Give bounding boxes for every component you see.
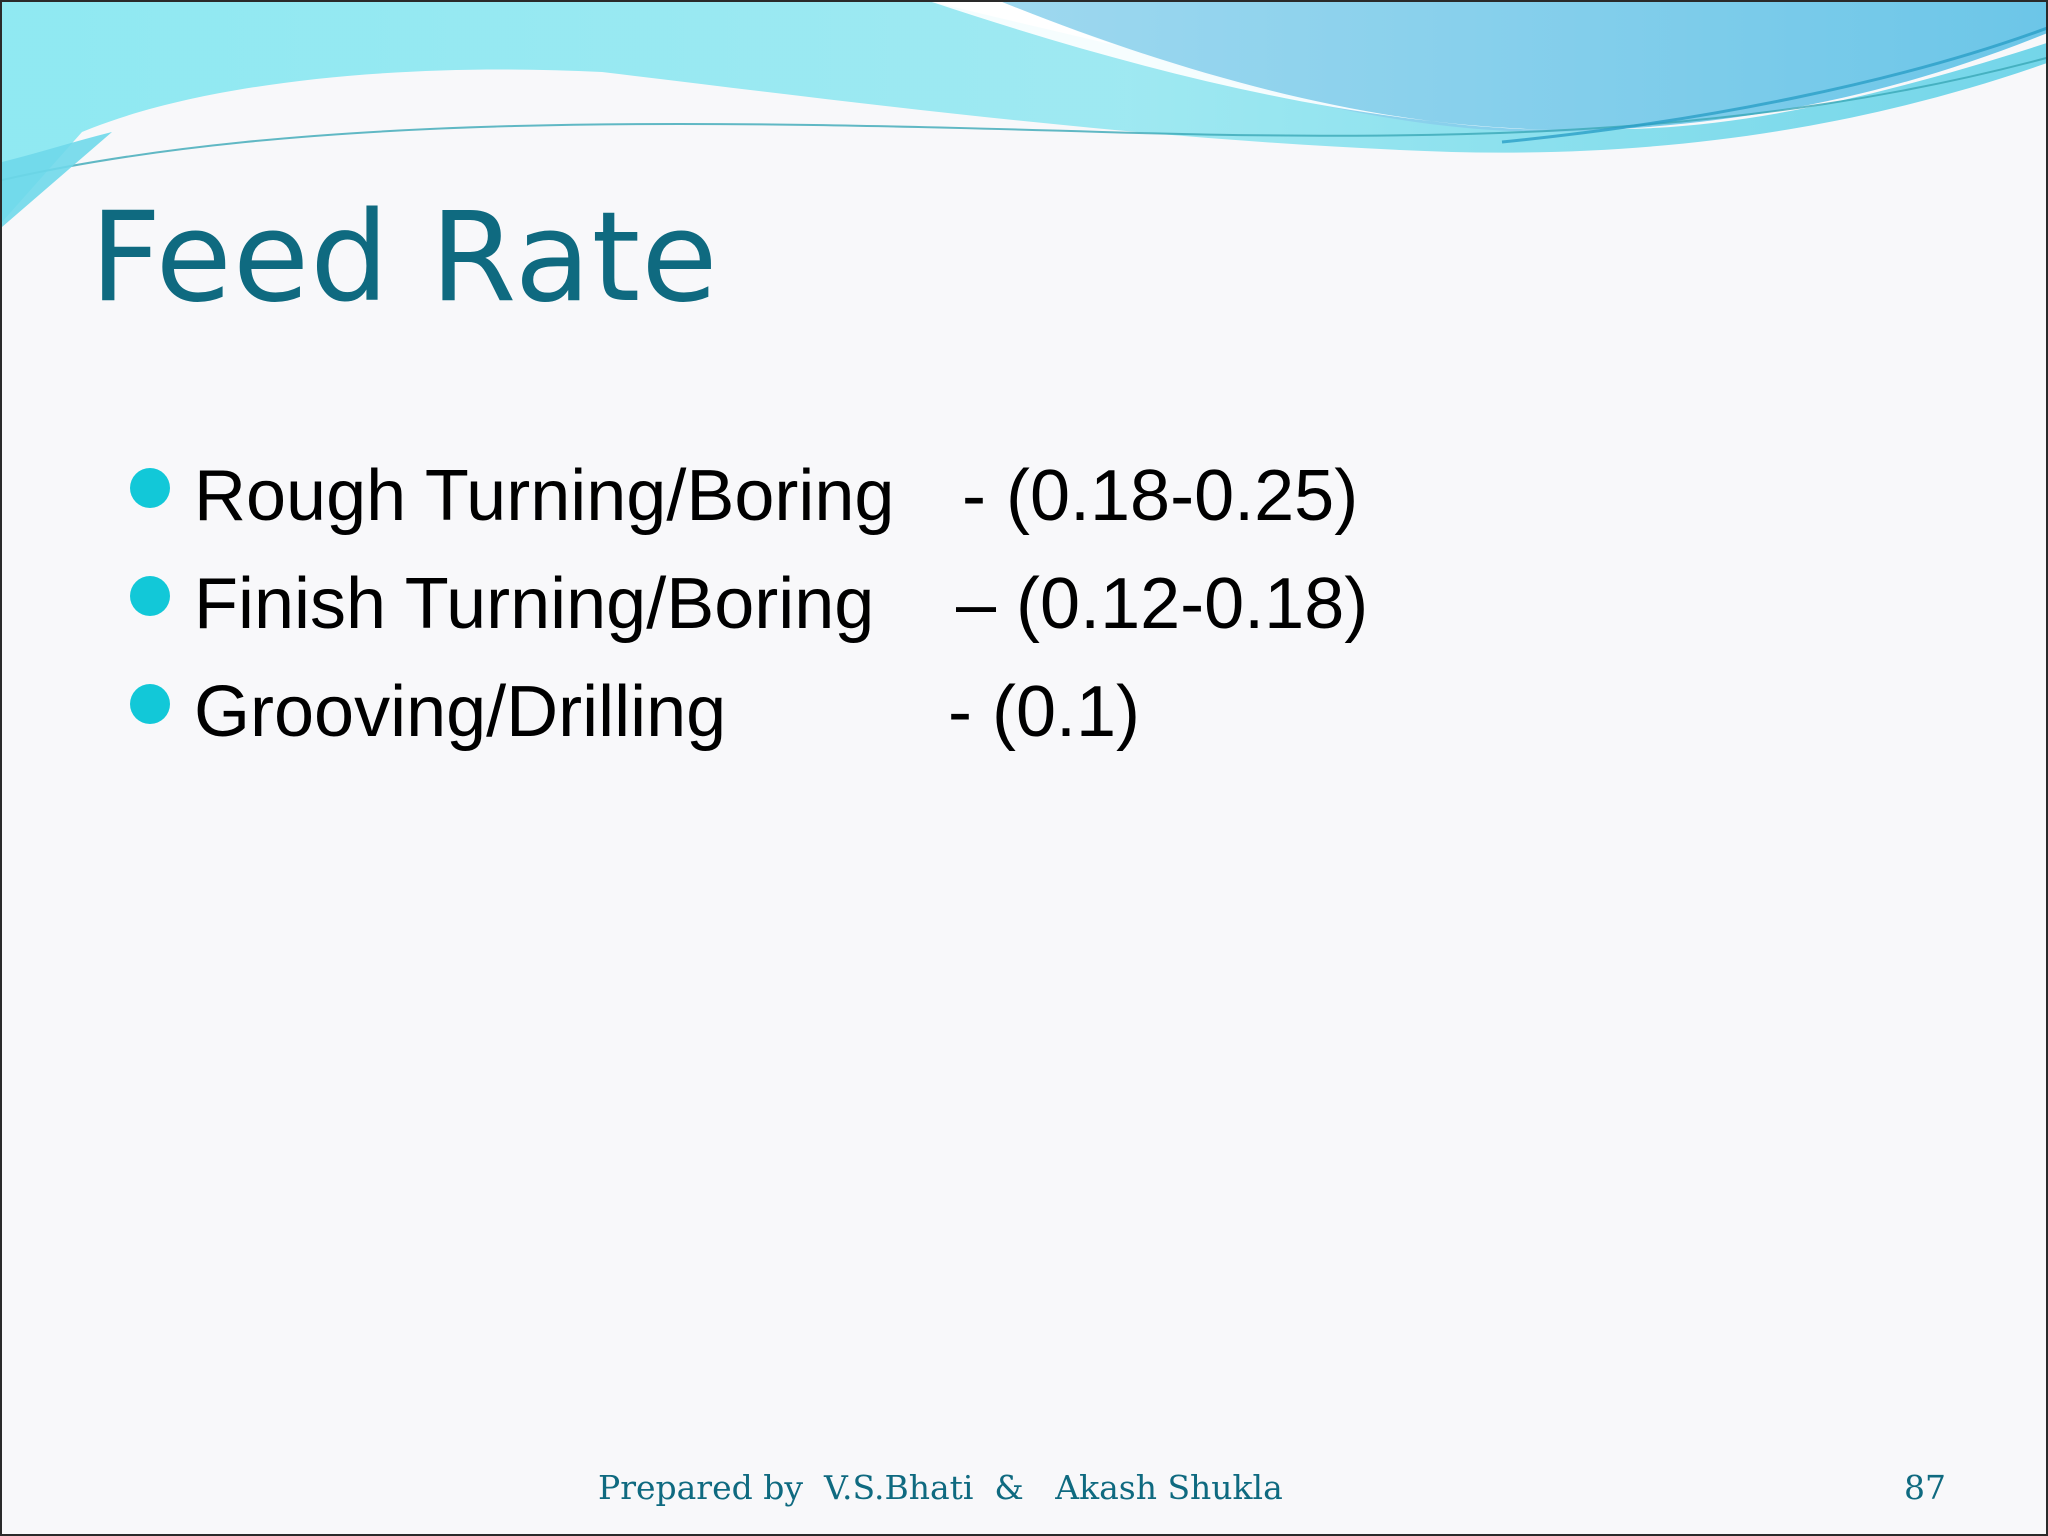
bullet-label: Finish Turning/Boring	[194, 564, 875, 644]
bullet-label: Rough Turning/Boring	[194, 456, 895, 536]
header-wave-decoration	[2, 2, 2046, 227]
bullet-dot-icon	[130, 576, 170, 616]
list-item: Rough Turning/Boring - (0.18-0.25)	[130, 442, 1358, 550]
bullet-list: Rough Turning/Boring - (0.18-0.25) Finis…	[130, 442, 1368, 766]
page-number: 87	[1904, 1468, 1946, 1507]
bullet-label: Grooving/Drilling	[194, 672, 727, 752]
bullet-dot-icon	[130, 468, 170, 508]
bullet-value: – (0.12-0.18)	[956, 564, 1369, 644]
list-item: Grooving/Drilling - (0.1)	[130, 658, 1140, 766]
bullet-value: - (0.1)	[948, 672, 1141, 752]
bullet-dot-icon	[130, 684, 170, 724]
bullet-value: - (0.18-0.25)	[962, 456, 1359, 536]
slide-title: Feed Rate	[90, 186, 719, 330]
list-item: Finish Turning/Boring – (0.12-0.18)	[130, 550, 1368, 658]
footer-credit: Prepared by V.S.Bhati & Akash Shukla	[598, 1468, 1283, 1507]
